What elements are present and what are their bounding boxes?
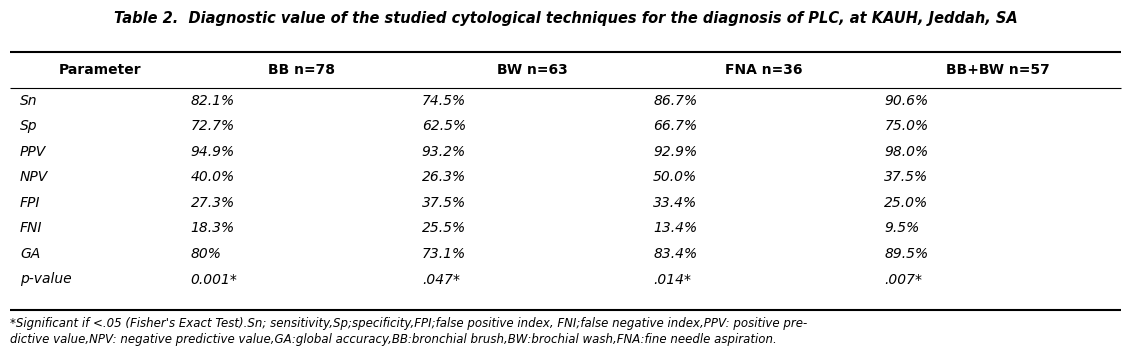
Text: .047*: .047* (422, 273, 460, 286)
Text: 0.001*: 0.001* (191, 273, 238, 286)
Text: Parameter: Parameter (59, 63, 141, 77)
Text: FNA n=36: FNA n=36 (725, 63, 802, 77)
Text: NPV: NPV (20, 171, 49, 184)
Text: 27.3%: 27.3% (191, 196, 235, 210)
Text: 83.4%: 83.4% (653, 247, 697, 261)
Text: GA: GA (20, 247, 41, 261)
Text: 89.5%: 89.5% (884, 247, 929, 261)
Text: 25.5%: 25.5% (422, 221, 466, 236)
Text: BB n=78: BB n=78 (268, 63, 335, 77)
Text: 9.5%: 9.5% (884, 221, 920, 236)
Text: 86.7%: 86.7% (653, 94, 697, 108)
Text: 74.5%: 74.5% (422, 94, 466, 108)
Text: 37.5%: 37.5% (422, 196, 466, 210)
Text: p-value: p-value (20, 273, 71, 286)
Text: 75.0%: 75.0% (884, 119, 929, 134)
Text: 93.2%: 93.2% (422, 145, 466, 159)
Text: 33.4%: 33.4% (653, 196, 697, 210)
Text: FPI: FPI (20, 196, 41, 210)
Text: FNI: FNI (20, 221, 43, 236)
Text: 72.7%: 72.7% (191, 119, 235, 134)
Text: 37.5%: 37.5% (884, 171, 929, 184)
Text: Sp: Sp (20, 119, 37, 134)
Text: .014*: .014* (653, 273, 691, 286)
Text: 66.7%: 66.7% (653, 119, 697, 134)
Text: 62.5%: 62.5% (422, 119, 466, 134)
Text: 92.9%: 92.9% (653, 145, 697, 159)
Text: 82.1%: 82.1% (191, 94, 235, 108)
Text: 25.0%: 25.0% (884, 196, 929, 210)
Text: 26.3%: 26.3% (422, 171, 466, 184)
Text: .007*: .007* (884, 273, 922, 286)
Text: BW n=63: BW n=63 (498, 63, 568, 77)
Text: 80%: 80% (191, 247, 222, 261)
Text: Sn: Sn (20, 94, 37, 108)
Text: BB+BW n=57: BB+BW n=57 (946, 63, 1050, 77)
Text: dictive value,NPV: negative predictive value,GA:global accuracy,BB:bronchial bru: dictive value,NPV: negative predictive v… (10, 333, 777, 346)
Text: PPV: PPV (20, 145, 46, 159)
Text: 40.0%: 40.0% (191, 171, 235, 184)
Text: 13.4%: 13.4% (653, 221, 697, 236)
Text: 90.6%: 90.6% (884, 94, 929, 108)
Text: 73.1%: 73.1% (422, 247, 466, 261)
Text: 98.0%: 98.0% (884, 145, 929, 159)
Text: 18.3%: 18.3% (191, 221, 235, 236)
Text: 94.9%: 94.9% (191, 145, 235, 159)
Text: *Significant if <.05 (Fisher's Exact Test).Sn; sensitivity,Sp;specificity,FPI;fa: *Significant if <.05 (Fisher's Exact Tes… (10, 318, 808, 330)
Text: 50.0%: 50.0% (653, 171, 697, 184)
Text: Table 2.  Diagnostic value of the studied cytological techniques for the diagnos: Table 2. Diagnostic value of the studied… (113, 10, 1018, 26)
